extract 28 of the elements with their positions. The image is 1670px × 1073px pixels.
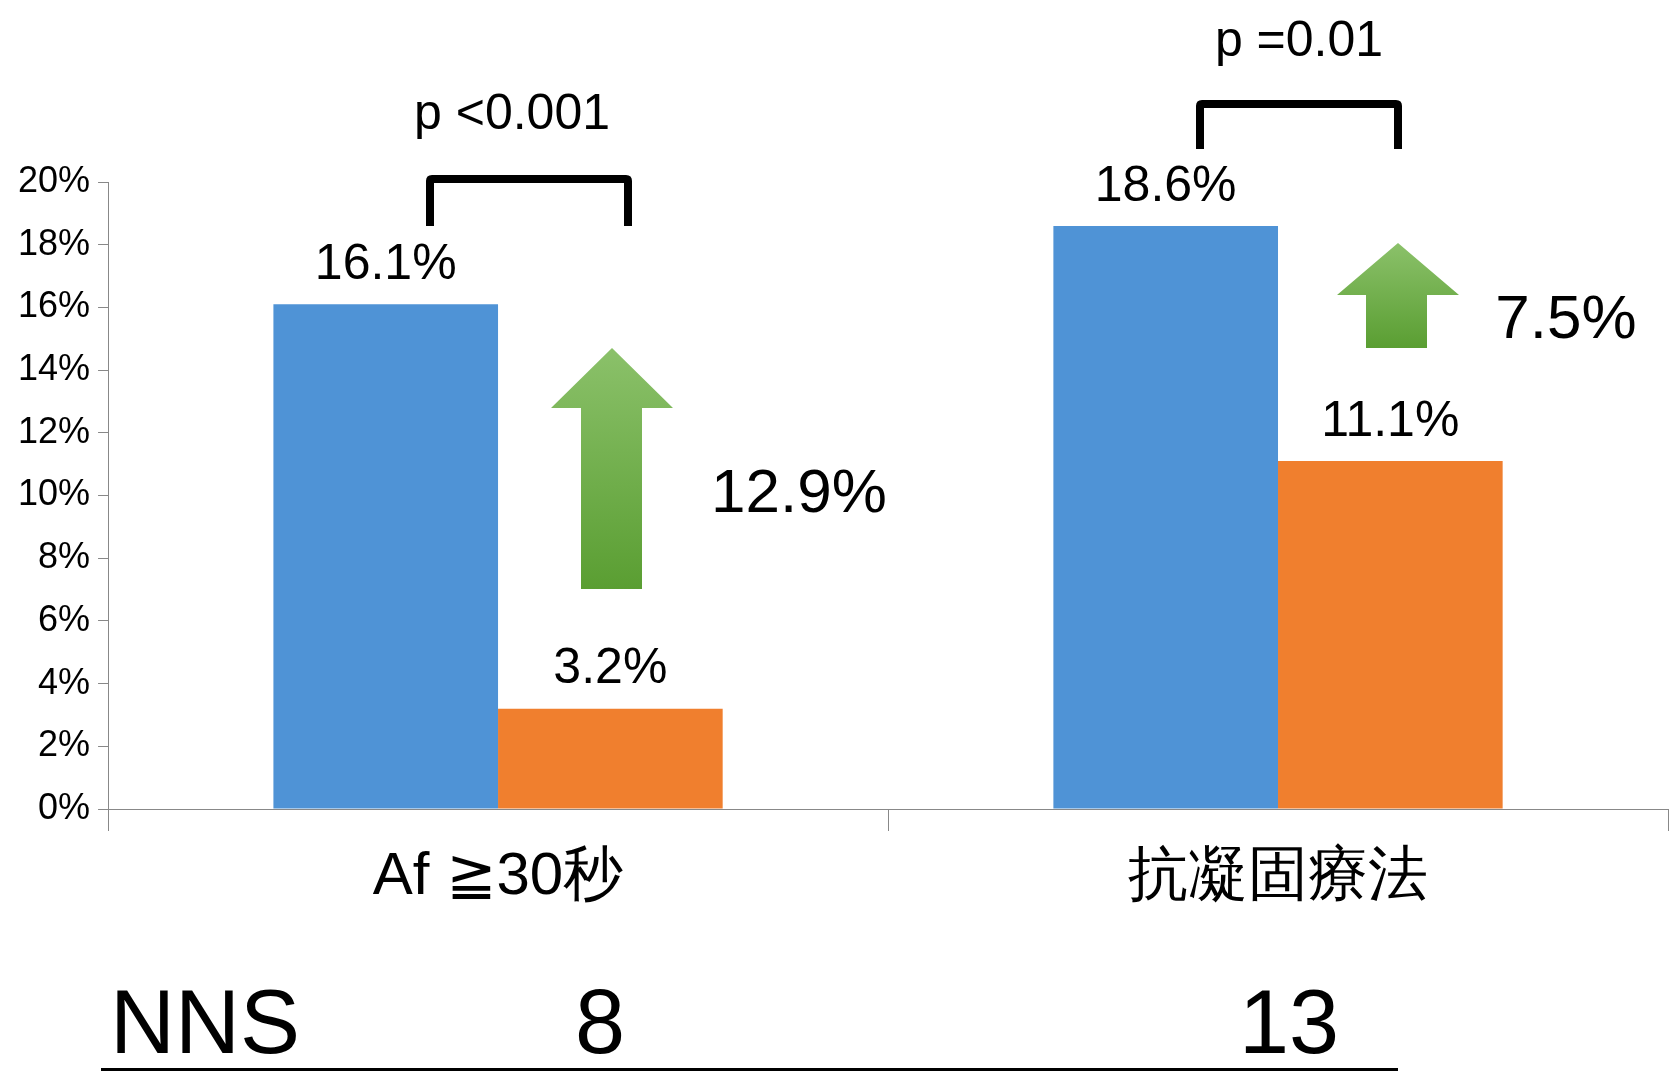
y-tick-label: 4% <box>38 660 91 702</box>
annotation: 12.9% <box>711 454 887 526</box>
text: 18.6% <box>1094 155 1237 212</box>
y-tick-label: 18% <box>17 221 91 263</box>
y-tick-label: 14% <box>17 347 91 389</box>
text: p =0.01 <box>1214 10 1384 68</box>
y-tick-label: 6% <box>38 597 91 639</box>
text: 3.2% <box>553 638 668 695</box>
text: 11.1% <box>1321 390 1460 447</box>
y-tick-label: 10% <box>17 472 91 514</box>
text: NNS <box>109 970 301 1073</box>
bar <box>1278 461 1503 809</box>
text: p <0.001 <box>413 83 611 141</box>
text: 16.1% <box>314 234 457 291</box>
y-tick-label: 8% <box>38 535 91 577</box>
text: 13 <box>1238 970 1340 1073</box>
bar <box>498 708 723 809</box>
x-tick-label: 抗凝固療法 <box>1128 839 1429 907</box>
y-tick-label: 20% <box>17 158 91 200</box>
y-tick-label: 16% <box>17 284 91 326</box>
x-tick-label: Af ≧30秒 <box>372 839 624 907</box>
annotation: 7.5% <box>1495 280 1637 352</box>
text: 8 <box>574 970 626 1073</box>
bar <box>273 304 499 809</box>
y-tick-label: 12% <box>17 409 91 451</box>
y-tick-label: 2% <box>38 723 91 765</box>
bar <box>1053 225 1279 809</box>
y-tick-label: 0% <box>38 785 91 827</box>
